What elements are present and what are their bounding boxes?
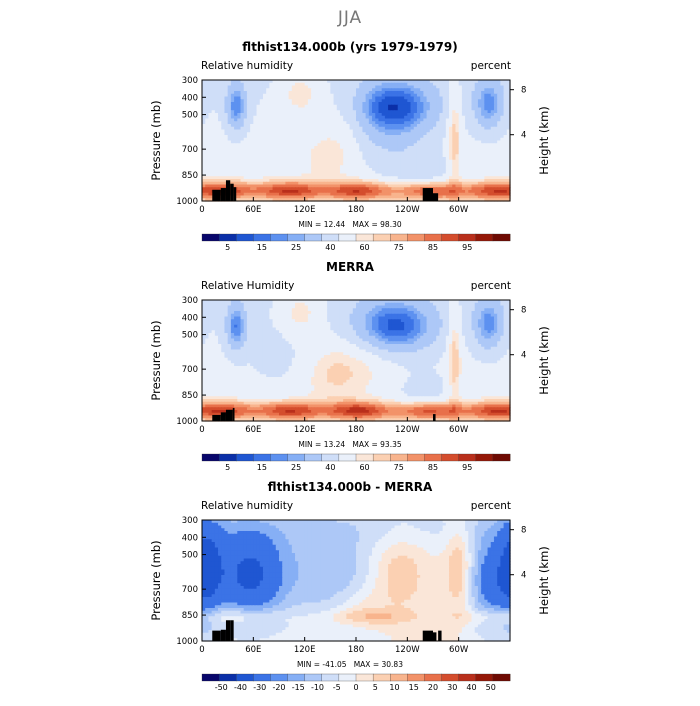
- model-panel: 0 60E 120E 180 120W 60W 300 400 500 700 850 1000 8 4 P…: [0, 36, 700, 266]
- filled-contours: [202, 300, 511, 422]
- panel-title: flthist134.000b (yrs 1979-1979): [0, 40, 700, 54]
- colorbar-swatch: [270, 234, 287, 241]
- x-tick-label: 120E: [294, 205, 316, 215]
- y-tick-label: 850: [182, 171, 198, 181]
- colorbar-swatch: [373, 234, 390, 241]
- main-title: JJA: [0, 8, 700, 28]
- y-tick-label: 500: [182, 111, 198, 121]
- y2-tick-label: 4: [521, 131, 526, 141]
- topography-mask: [221, 188, 226, 201]
- y2-tick-label: 8: [521, 86, 526, 96]
- colorbar-label: 85: [428, 243, 438, 252]
- x-tick-label: 60W: [449, 205, 469, 215]
- y-tick-label: 1000: [176, 197, 198, 207]
- topography-mask: [433, 193, 438, 201]
- min-value: MIN = 12.44: [298, 220, 345, 229]
- colorbar-swatch: [202, 234, 219, 241]
- units-label: percent: [430, 60, 511, 72]
- colorbar-label: 5: [225, 243, 230, 252]
- filled-contours: [202, 80, 511, 202]
- x-tick-label: 120W: [395, 205, 420, 215]
- colorbar-swatch: [407, 234, 424, 241]
- colorbar-swatch: [219, 234, 236, 241]
- colorbar-swatch: [390, 234, 407, 241]
- y-tick-label: 400: [182, 93, 198, 103]
- colorbar: 5 15 25 40 60 75 85 95: [0, 230, 700, 252]
- colorbar-swatch: [322, 234, 339, 241]
- colorbar-label: 25: [291, 243, 301, 252]
- colorbar-swatch: [339, 234, 356, 241]
- min-max-readout: MIN = 12.44 MAX = 98.30: [0, 220, 700, 229]
- colorbar-swatch: [476, 234, 493, 241]
- y2-axis-label: Height (km): [537, 106, 551, 175]
- topography-mask: [230, 184, 233, 201]
- colorbar-swatch: [356, 234, 373, 241]
- x-tick-label: 60E: [245, 205, 261, 215]
- colorbar-swatch: [493, 234, 510, 241]
- colorbar-label: 40: [325, 243, 335, 252]
- topography-mask: [212, 190, 221, 201]
- y-tick-label: 300: [182, 76, 198, 86]
- colorbar-swatch: [288, 234, 305, 241]
- variable-label: Relative humidity: [201, 60, 293, 72]
- topography-mask: [234, 187, 237, 201]
- y-axis-label: Pressure (mb): [149, 100, 163, 180]
- max-value: MAX = 98.30: [352, 220, 401, 229]
- x-tick-label: 0: [199, 205, 204, 215]
- y-tick-label: 700: [182, 145, 198, 155]
- topography-mask: [423, 188, 433, 201]
- colorbar-swatch: [442, 234, 459, 241]
- colorbar-swatch: [459, 234, 476, 241]
- colorbar-label: 15: [257, 243, 267, 252]
- colorbar-swatch: [424, 234, 441, 241]
- topography-mask: [226, 180, 230, 201]
- colorbar-label: 60: [359, 243, 369, 252]
- colorbar-label: 75: [394, 243, 404, 252]
- colorbar-label: 95: [462, 243, 472, 252]
- x-tick-label: 180: [348, 205, 364, 215]
- colorbar-swatch: [305, 234, 322, 241]
- colorbar-swatch: [253, 234, 270, 241]
- colorbar-swatch: [236, 234, 253, 241]
